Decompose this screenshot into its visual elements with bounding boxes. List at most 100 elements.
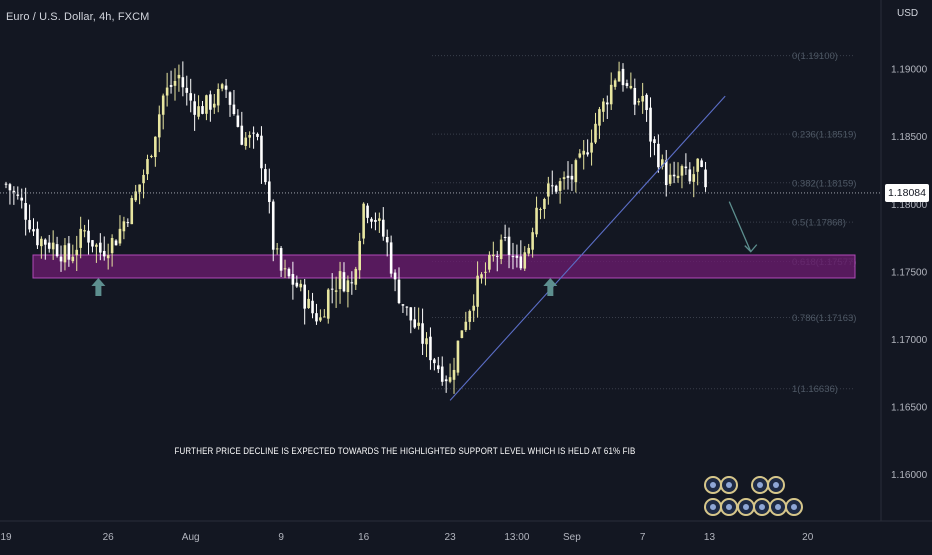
avatar-coin-center <box>773 482 779 488</box>
candle-body <box>228 92 232 105</box>
candle <box>664 149 668 197</box>
candle-body <box>169 85 173 87</box>
candle-body <box>468 311 472 322</box>
candle <box>346 275 350 308</box>
candle-body <box>291 273 295 285</box>
candle-body <box>653 139 656 144</box>
candle-body <box>570 175 574 180</box>
candle <box>381 207 385 241</box>
candle-body <box>503 237 507 239</box>
candle-body <box>44 239 47 245</box>
candle-body <box>334 290 338 292</box>
candle-body <box>36 228 39 246</box>
candle-body <box>95 244 98 247</box>
candle <box>684 153 688 175</box>
candle <box>252 126 255 149</box>
candle-body <box>126 222 130 224</box>
candle <box>79 216 82 259</box>
candle-body <box>220 84 224 89</box>
candle-body <box>209 94 212 110</box>
candle <box>16 186 20 200</box>
candle <box>63 238 67 271</box>
candle-body <box>609 84 613 105</box>
candle-body <box>668 174 672 184</box>
candle <box>625 79 629 89</box>
price-axis[interactable]: 1.19000 1.18500 1.18000 1.17500 1.17000 1.165… <box>891 65 928 482</box>
candle-body <box>315 313 318 322</box>
candle <box>401 304 405 313</box>
candle <box>503 224 507 242</box>
candle-body <box>173 80 177 86</box>
candle <box>578 149 582 159</box>
candle-body <box>661 159 664 167</box>
candle <box>692 166 696 198</box>
time-tick-label: 7 <box>640 532 646 543</box>
candle-body <box>323 316 326 318</box>
candle-body <box>456 340 460 373</box>
candle <box>287 267 291 279</box>
candle-body <box>232 104 236 114</box>
candle <box>700 158 703 168</box>
candle-body <box>102 250 106 257</box>
fib-level-label: 0.236(1.18519) <box>792 130 856 141</box>
candle <box>586 139 589 157</box>
avatar-coin-center <box>710 504 716 510</box>
candle-body <box>688 169 692 182</box>
candle <box>547 176 550 205</box>
candle-body <box>578 153 582 158</box>
candle <box>71 244 75 264</box>
candle-body <box>71 256 75 262</box>
candle-body <box>248 135 251 138</box>
candle <box>177 64 181 92</box>
candle <box>527 243 530 257</box>
candle <box>609 72 613 110</box>
candle <box>209 90 212 122</box>
projection-arrow-head <box>744 244 758 253</box>
candle <box>354 266 358 291</box>
time-tick-label: 19 <box>0 532 12 543</box>
candle <box>40 236 43 259</box>
time-axis[interactable]: 19 26 Aug 9 16 23 13:00 Sep 7 13 20 <box>0 532 813 543</box>
candle-body <box>621 68 625 86</box>
candle-body <box>452 369 456 380</box>
social-avatars <box>704 476 803 516</box>
candle <box>205 94 208 121</box>
candle <box>20 188 24 209</box>
candle <box>228 91 232 117</box>
candle-body <box>279 248 283 271</box>
candle <box>44 238 47 260</box>
symbol-title[interactable]: Euro / U.S. Dollar, 4h, FXCM <box>6 11 150 23</box>
candle <box>472 294 475 322</box>
candle <box>374 212 377 231</box>
candle-body <box>87 230 90 243</box>
candle <box>295 275 299 288</box>
candle-body <box>319 317 322 321</box>
candle-body <box>554 185 558 192</box>
candle-body <box>421 323 424 344</box>
candle <box>212 94 216 114</box>
candle-body <box>527 247 530 254</box>
time-tick-label: 13:00 <box>504 532 529 543</box>
candle <box>476 261 479 318</box>
candle-body <box>287 268 291 277</box>
candle <box>452 357 456 394</box>
candle-body <box>161 95 165 115</box>
candle <box>499 234 503 265</box>
candle-body <box>268 181 271 202</box>
fib-level-label: 0.5(1.17868) <box>792 218 846 229</box>
candle <box>543 197 546 219</box>
candle-body <box>460 330 464 338</box>
candle <box>130 195 134 225</box>
candle-body <box>617 71 621 82</box>
candle-body <box>401 304 405 306</box>
candle-body <box>433 359 436 364</box>
candle <box>24 187 27 236</box>
fib-level-label: 0.786(1.17163) <box>792 313 856 324</box>
candle-body <box>429 336 432 361</box>
candle <box>36 221 39 250</box>
candle <box>126 218 130 227</box>
candle <box>244 131 248 150</box>
candle <box>91 239 94 253</box>
